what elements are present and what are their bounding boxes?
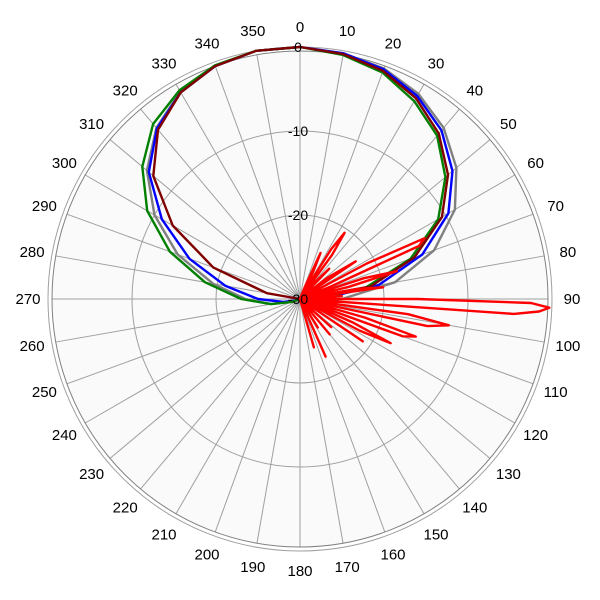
angle-tick-label: 300	[52, 155, 77, 172]
angle-gridline	[299, 108, 460, 300]
angle-tick-label: 290	[32, 198, 57, 215]
angle-tick-label: 70	[547, 198, 564, 215]
angle-tick-label: 230	[79, 466, 104, 483]
angle-gridline	[256, 298, 301, 544]
angle-tick-label: 210	[151, 527, 176, 544]
angle-gridline	[140, 298, 301, 490]
angle-tick-label: 250	[32, 384, 57, 401]
angle-gridline	[299, 83, 425, 300]
angle-gridline	[175, 83, 301, 300]
angle-tick-label: 100	[555, 338, 580, 355]
angle-tick-label: 30	[428, 55, 445, 72]
angle-tick-label: 340	[194, 35, 219, 52]
angle-gridline	[66, 298, 301, 385]
angle-tick-label: 90	[564, 291, 581, 308]
angle-gridline	[214, 65, 301, 300]
angle-tick-label: 160	[380, 547, 405, 564]
angle-tick-label: 260	[20, 338, 45, 355]
angle-tick-label: 40	[466, 83, 483, 100]
angle-tick-label: 170	[335, 559, 360, 576]
angle-tick-label: 80	[560, 244, 577, 261]
angle-tick-label: 180	[287, 563, 312, 580]
angle-tick-label: 320	[113, 83, 138, 100]
angle-gridline	[84, 298, 301, 424]
angle-tick-label: 240	[52, 427, 77, 444]
outer-ring	[51, 50, 549, 548]
series-line-3	[141, 45, 447, 306]
radial-tick-label: 0	[294, 39, 302, 55]
angle-gridline	[299, 213, 534, 300]
angle-gridline	[84, 174, 301, 300]
angle-tick-label: 350	[240, 23, 265, 40]
radial-tick-label: -10	[288, 123, 308, 139]
angle-tick-label: 270	[15, 291, 40, 308]
radial-tick-label: -20	[288, 207, 308, 223]
angle-gridline	[299, 298, 545, 343]
angle-tick-label: 50	[500, 116, 517, 133]
angle-tick-label: 110	[544, 384, 568, 401]
angle-gridline	[299, 298, 491, 459]
angle-gridline	[175, 298, 301, 515]
angle-tick-label: 220	[113, 499, 138, 516]
angle-gridline	[299, 54, 344, 300]
angle-tick-label: 120	[523, 427, 548, 444]
angle-gridline	[299, 298, 425, 515]
radial-tick-label: -30	[288, 291, 308, 307]
angle-gridline	[299, 298, 516, 424]
series-layer	[141, 45, 551, 358]
angle-gridline	[55, 255, 301, 300]
angle-gridline	[140, 108, 301, 300]
angle-tick-label: 130	[496, 466, 521, 483]
angle-gridline	[299, 298, 386, 533]
angle-tick-label: 280	[20, 244, 45, 261]
angle-tick-label: 140	[462, 499, 487, 516]
angle-gridline	[299, 174, 516, 300]
angle-gridline	[109, 298, 301, 459]
angle-tick-label: 310	[79, 116, 104, 133]
angle-gridline	[214, 298, 301, 533]
radial-gridline	[131, 130, 469, 468]
angle-tick-label: 150	[423, 527, 448, 544]
angle-gridline	[66, 213, 301, 300]
angle-tick-label: 60	[527, 155, 544, 172]
angle-tick-label: 200	[194, 547, 219, 564]
angle-tick-label: 10	[339, 23, 356, 40]
angle-tick-label: 190	[240, 559, 265, 576]
angle-gridline	[256, 54, 301, 300]
angle-tick-label: 330	[151, 55, 176, 72]
angle-tick-label: 0	[296, 19, 304, 36]
angle-gridline	[299, 65, 386, 300]
series-line-5	[298, 231, 551, 358]
angle-gridline	[55, 298, 301, 343]
angle-gridline	[299, 298, 344, 544]
angle-gridline	[299, 139, 491, 300]
label-layer: 0 -10 -20 -30 0 10 20 30 40 50 60 70 80 90 100 110 120 13…	[15, 19, 580, 580]
angle-tick-label: 20	[385, 35, 402, 52]
